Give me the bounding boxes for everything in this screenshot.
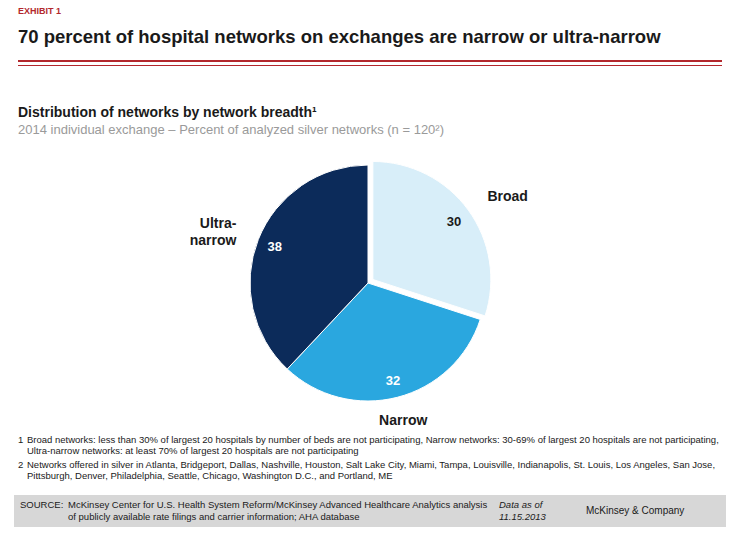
source-text: McKinsey Center for U.S. Health System R…	[20, 499, 490, 523]
labels: 30 Broad 32 Narrow 38 Ultra-narrow	[190, 188, 528, 428]
data-label: 38	[268, 239, 282, 254]
footnote-marker: 1	[18, 434, 23, 445]
pie-slice	[250, 165, 368, 369]
category-label: Broad	[487, 188, 527, 204]
exhibit-label: EXHIBIT 1	[18, 6, 61, 16]
page-title: 70 percent of hospital networks on excha…	[18, 26, 661, 48]
footnote: 2Networks offered in silver in Atlanta, …	[18, 459, 722, 481]
footnote: 1Broad networks: less than 30% of larges…	[18, 434, 722, 456]
title-rule	[18, 60, 722, 62]
brand: McKinsey & Company	[586, 505, 684, 516]
pie-chart: 30 Broad 32 Narrow 38 Ultra-narrow	[0, 140, 740, 440]
category-label: Ultra-narrow	[190, 215, 237, 248]
source-label: SOURCE:	[20, 499, 63, 511]
data-label: 32	[386, 373, 400, 388]
chart-subtitle: 2014 individual exchange – Percent of an…	[18, 122, 444, 137]
title-rule-thin	[18, 65, 722, 66]
footnote-marker: 2	[18, 459, 23, 470]
source-bar: SOURCE:McKinsey Center for U.S. Health S…	[14, 495, 726, 527]
data-label: 30	[447, 214, 461, 229]
chart-title: Distribution of networks by network brea…	[18, 104, 317, 120]
category-label: Narrow	[379, 412, 427, 428]
footnote-text: Networks offered in silver in Atlanta, B…	[18, 459, 722, 481]
footnote-text: Broad networks: less than 30% of largest…	[18, 434, 722, 456]
data-date: 11.15.2013	[499, 511, 546, 522]
data-date-label: Data as of	[499, 499, 542, 510]
slices	[250, 161, 491, 401]
source: SOURCE:McKinsey Center for U.S. Health S…	[20, 499, 490, 523]
